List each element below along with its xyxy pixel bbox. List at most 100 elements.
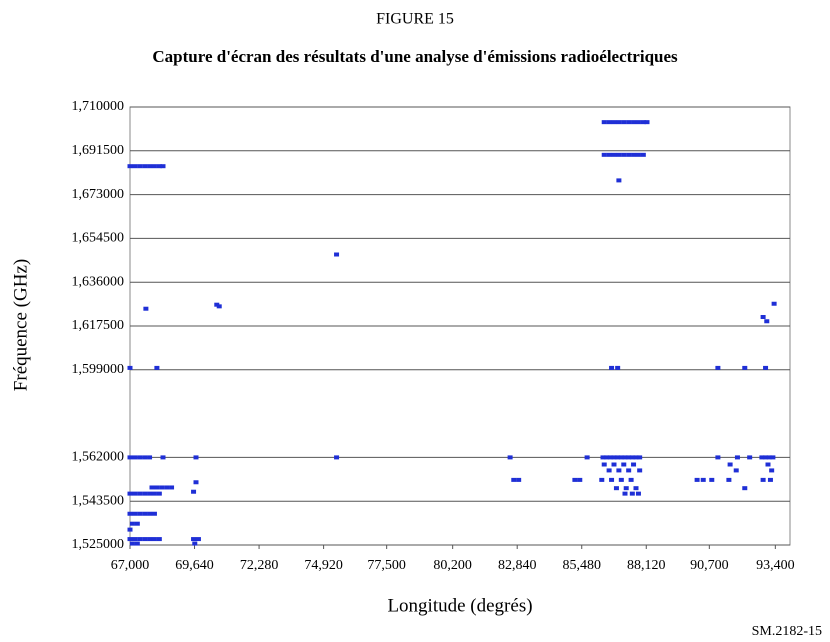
scatter-point bbox=[599, 477, 605, 482]
x-tick-label: 74,920 bbox=[304, 558, 343, 573]
scatter-point bbox=[127, 491, 133, 496]
scatter-point bbox=[633, 486, 639, 491]
chart-title: Capture d'écran des résultats d'une anal… bbox=[152, 47, 678, 66]
scatter-point bbox=[147, 537, 153, 542]
scatter-point bbox=[147, 511, 153, 516]
scatter-point bbox=[134, 541, 140, 546]
scatter-point bbox=[763, 365, 769, 370]
scatter-point bbox=[616, 120, 622, 125]
scatter-point bbox=[156, 164, 162, 169]
scatter-point bbox=[164, 485, 170, 490]
y-tick-label: 1,636000 bbox=[72, 274, 125, 289]
scatter-point bbox=[637, 455, 643, 460]
scatter-point bbox=[156, 491, 162, 496]
scatter-point bbox=[747, 455, 753, 460]
x-tick-label: 88,120 bbox=[627, 558, 666, 573]
scatter-point bbox=[154, 365, 160, 370]
scatter-point bbox=[742, 365, 748, 370]
scatter-point bbox=[604, 455, 610, 460]
scatter-point bbox=[726, 477, 732, 482]
scatter-point bbox=[715, 365, 721, 370]
scatter-point bbox=[127, 164, 133, 169]
scatter-point bbox=[607, 455, 613, 460]
scatter-point bbox=[766, 455, 772, 460]
y-tick-label: 1,525000 bbox=[72, 537, 125, 552]
scatter-point bbox=[156, 537, 162, 542]
x-tick-label: 77,500 bbox=[367, 558, 406, 573]
scatter-point bbox=[626, 152, 632, 157]
scatter-point bbox=[769, 468, 775, 473]
scatter-point bbox=[193, 480, 199, 485]
scatter-point bbox=[616, 178, 622, 183]
scatter-point bbox=[334, 252, 340, 257]
scatter-point bbox=[767, 477, 773, 482]
scatter-point bbox=[137, 455, 143, 460]
scatter-point bbox=[760, 477, 766, 482]
scatter-point bbox=[601, 462, 607, 467]
scatter-point bbox=[134, 521, 140, 526]
scatter-point bbox=[192, 541, 198, 546]
scatter-point bbox=[137, 511, 143, 516]
scatter-point bbox=[621, 120, 627, 125]
scatter-point bbox=[626, 468, 632, 473]
scatter-point bbox=[623, 486, 629, 491]
scatter-point bbox=[633, 455, 639, 460]
scatter-point bbox=[734, 455, 740, 460]
scatter-point bbox=[629, 455, 635, 460]
scatter-point bbox=[572, 477, 578, 482]
scatter-point bbox=[132, 455, 138, 460]
scatter-point bbox=[191, 489, 197, 494]
scatter-point bbox=[760, 315, 766, 320]
scatter-point bbox=[127, 537, 133, 542]
scatter-point bbox=[137, 537, 143, 542]
scatter-point bbox=[759, 455, 765, 460]
scatter-point bbox=[609, 365, 615, 370]
scatter-point bbox=[151, 491, 157, 496]
scatter-point bbox=[765, 462, 771, 467]
scatter-point bbox=[601, 152, 607, 157]
scatter-point bbox=[622, 491, 628, 496]
scatter-point bbox=[629, 491, 635, 496]
scatter-point bbox=[631, 462, 637, 467]
scatter-point bbox=[169, 485, 175, 490]
scatter-point bbox=[149, 485, 155, 490]
scatter-point bbox=[142, 511, 148, 516]
scatter-point bbox=[193, 455, 199, 460]
scatter-point bbox=[129, 541, 135, 546]
scatter-point bbox=[640, 120, 646, 125]
scatter-point bbox=[613, 486, 619, 491]
x-tick-label: 72,280 bbox=[240, 558, 279, 573]
scatter-point bbox=[621, 462, 627, 467]
y-axis-label: Fréquence (GHz) bbox=[10, 259, 31, 391]
scatter-point bbox=[195, 537, 201, 542]
scatter-point bbox=[142, 491, 148, 496]
scatter-point bbox=[132, 164, 138, 169]
figure-label: FIGURE 15 bbox=[376, 11, 454, 28]
y-tick-label: 1,654500 bbox=[72, 231, 125, 246]
x-tick-label: 69,640 bbox=[175, 558, 214, 573]
scatter-point bbox=[127, 511, 133, 516]
scatter-point bbox=[127, 455, 133, 460]
scatter-point bbox=[621, 152, 627, 157]
scatter-point bbox=[132, 537, 138, 542]
y-tick-label: 1,710000 bbox=[72, 99, 125, 114]
x-tick-label: 80,200 bbox=[433, 558, 472, 573]
scatter-point bbox=[606, 468, 612, 473]
scatter-point bbox=[142, 537, 148, 542]
scatter-point bbox=[511, 477, 517, 482]
scatter-point bbox=[137, 164, 143, 169]
scatter-point bbox=[132, 511, 138, 516]
scatter-point bbox=[154, 485, 160, 490]
scatter-point bbox=[615, 455, 621, 460]
scatter-point bbox=[635, 120, 641, 125]
scatter-point bbox=[742, 486, 748, 491]
scatter-point bbox=[151, 164, 157, 169]
y-tick-label: 1,617500 bbox=[72, 318, 125, 333]
scatter-point bbox=[606, 152, 612, 157]
scatter-point bbox=[160, 455, 166, 460]
x-tick-label: 85,480 bbox=[562, 558, 601, 573]
scatter-point bbox=[715, 455, 721, 460]
scatter-point bbox=[147, 164, 153, 169]
scatter-point bbox=[644, 120, 650, 125]
